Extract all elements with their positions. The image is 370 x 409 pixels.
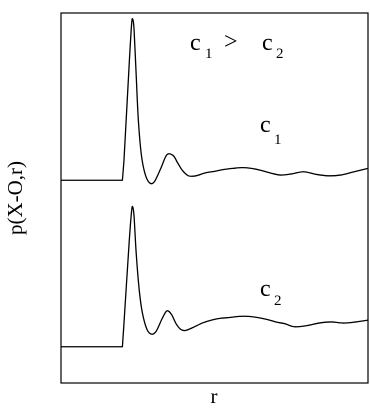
- upper-label-sub: 1: [274, 132, 282, 148]
- series-line-c1: [61, 18, 369, 185]
- series-layer: [61, 18, 369, 348]
- annotation-comparison: c 1 > c 2: [190, 29, 284, 62]
- annotation-upper-label: c 1: [260, 112, 282, 148]
- annotation-comparison-left-sub: 1: [205, 46, 213, 62]
- y-axis-label: p(X-O,r): [3, 161, 27, 235]
- lower-label-base: c: [260, 276, 271, 302]
- annotation-lower-label: c 2: [260, 276, 282, 309]
- plot-frame: [60, 12, 369, 384]
- annotation-comparison-right-sub: 2: [276, 46, 284, 62]
- lower-label-sub: 2: [274, 293, 282, 309]
- upper-label-base: c: [260, 112, 271, 138]
- annotation-comparison-left-base: c: [190, 30, 201, 56]
- x-axis-label: r: [211, 384, 218, 408]
- annotation-comparison-operator: >: [224, 29, 238, 55]
- series-line-c2: [61, 205, 369, 348]
- annotation-comparison-right-base: c: [262, 30, 273, 56]
